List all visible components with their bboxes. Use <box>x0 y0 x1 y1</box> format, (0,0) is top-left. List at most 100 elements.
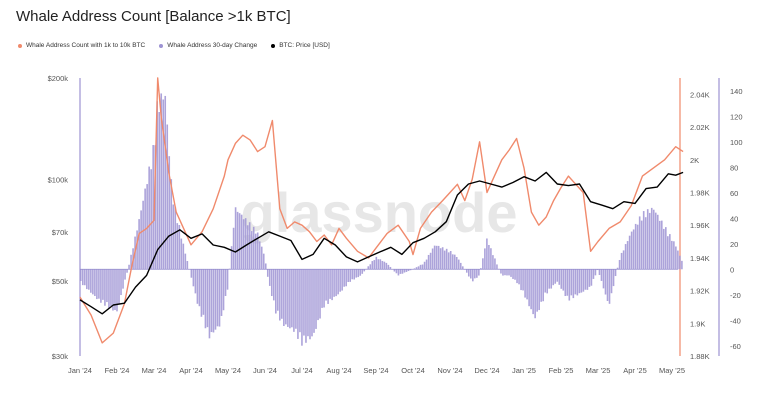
change-bar <box>582 269 585 292</box>
change-bar <box>443 250 446 270</box>
change-bar <box>126 269 128 273</box>
change-bar <box>80 269 82 282</box>
change-bar <box>596 269 599 271</box>
x-tick-label: Dec '24 <box>474 366 499 375</box>
change-bar <box>108 269 110 309</box>
change-bar <box>100 269 102 303</box>
change-bar <box>387 264 390 270</box>
change-bar <box>158 112 161 270</box>
legend-item-btc-price[interactable]: BTC: Price [USD] <box>271 42 330 49</box>
change-bar <box>238 213 241 270</box>
change-bar <box>216 269 219 327</box>
change-bar <box>150 169 152 270</box>
change-bar <box>397 269 400 276</box>
price-tick-label: $200k <box>48 74 69 83</box>
change-bar <box>90 269 92 293</box>
change-bar <box>470 269 472 279</box>
change-bar <box>256 232 259 270</box>
change-bar <box>246 225 249 270</box>
change-bar <box>84 269 86 286</box>
change-bar <box>250 231 253 270</box>
change-bar <box>327 269 329 304</box>
legend-marker-30d-change <box>159 43 164 48</box>
legend-item-whale-count[interactable]: Whale Address Count with 1k to 10k BTC <box>18 42 145 49</box>
change-bar <box>393 269 396 272</box>
change-bar <box>417 266 420 270</box>
change-bar <box>248 222 251 270</box>
change-bar <box>226 269 229 290</box>
change-bar <box>178 224 181 270</box>
change-bar <box>562 269 565 291</box>
change-bar <box>465 269 468 273</box>
change-bar <box>208 269 211 339</box>
change-bar <box>500 269 502 274</box>
change-bar <box>293 269 295 332</box>
change-bar <box>254 233 257 270</box>
change-bar <box>679 255 681 270</box>
watermark: glassnode <box>241 181 518 244</box>
x-tick-label: Feb '24 <box>105 366 130 375</box>
change-bar <box>218 269 221 327</box>
change-bar <box>164 95 167 270</box>
x-tick-label: May '24 <box>215 366 241 375</box>
change-bar <box>258 241 261 270</box>
change-bar <box>212 269 215 333</box>
change-bar <box>536 269 538 312</box>
change-bar <box>530 269 532 310</box>
change-bar <box>630 231 633 270</box>
change-bar <box>508 269 510 276</box>
change-bar <box>467 269 470 277</box>
change-bar <box>252 226 255 270</box>
change-bar <box>317 269 319 321</box>
change-bar <box>182 243 185 270</box>
change-bar <box>626 241 629 270</box>
change-bar <box>447 252 450 270</box>
change-tick-label: 80 <box>730 163 738 172</box>
change-bar <box>482 258 484 270</box>
legend-item-30d-change[interactable]: Whale Address 30-day Change <box>159 42 257 49</box>
change-bar <box>383 261 386 270</box>
change-bar <box>602 269 605 289</box>
change-bar <box>176 223 179 270</box>
change-bar <box>552 269 555 286</box>
change-bar <box>488 244 490 270</box>
change-bar <box>341 269 343 291</box>
change-bar <box>287 269 289 327</box>
change-bar <box>192 269 195 287</box>
change-bar <box>283 269 285 326</box>
change-bar <box>240 214 243 270</box>
count-tick-label: 2.04K <box>690 90 710 99</box>
change-bar <box>264 263 267 270</box>
change-bar <box>677 250 679 270</box>
change-bar <box>399 269 402 274</box>
change-bar <box>449 250 452 270</box>
count-tick-label: 1.96K <box>690 221 710 230</box>
change-bar <box>375 256 378 270</box>
change-bar <box>431 248 434 270</box>
change-bar <box>548 269 551 289</box>
change-bar <box>512 269 514 279</box>
change-bar <box>421 264 424 270</box>
change-bar <box>184 253 187 270</box>
change-bar <box>445 248 448 270</box>
change-bar <box>580 269 583 293</box>
change-bar <box>88 269 90 290</box>
change-bar <box>604 269 607 295</box>
change-bar <box>281 269 283 319</box>
change-bar <box>210 269 213 333</box>
change-bar <box>506 269 508 276</box>
change-bar <box>307 269 309 337</box>
change-bar <box>439 248 442 270</box>
change-bar <box>136 230 138 270</box>
change-bar <box>461 266 464 270</box>
change-bar <box>325 269 327 301</box>
change-bar <box>204 269 207 329</box>
change-bar <box>665 227 667 270</box>
x-tick-label: Apr '25 <box>623 366 647 375</box>
change-bar <box>675 246 677 270</box>
change-bar <box>415 267 418 270</box>
change-bar <box>592 269 595 279</box>
change-tick-label: 0 <box>730 265 734 274</box>
change-bar <box>104 269 106 306</box>
change-bar <box>546 269 549 294</box>
